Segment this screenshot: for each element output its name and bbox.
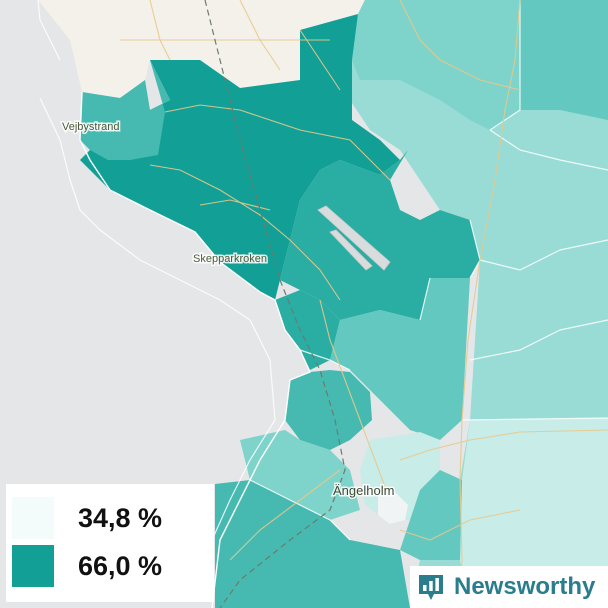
- region-south-mid-2: [285, 370, 372, 450]
- place-label-skepparkroken: Skepparkroken: [193, 253, 267, 265]
- legend-swatch-high: [12, 545, 54, 587]
- land-north: [38, 0, 365, 98]
- region-south-mid-1: [330, 278, 470, 440]
- region-borders: [37, 0, 608, 541]
- airport-runway: [317, 205, 391, 271]
- region-south-west: [215, 480, 410, 608]
- region-south-dark: [275, 290, 340, 370]
- place-label-angelholm: Ängelholm: [333, 483, 394, 498]
- region-south-mid-3: [240, 430, 360, 520]
- brand-logo[interactable]: Newsworthy: [410, 566, 608, 608]
- legend-item-low: 34,8 %: [12, 494, 208, 542]
- region-south-east-mid: [400, 470, 462, 560]
- legend-value-high: 66,0 %: [78, 550, 163, 581]
- region-east-mid: [352, 0, 520, 130]
- region-airport: [280, 150, 480, 320]
- roads: [120, 0, 608, 608]
- place-label-vejbystrand: Vejbystrand: [62, 121, 119, 133]
- railway: [204, 0, 346, 608]
- legend-item-high: 66,0 %: [12, 542, 208, 590]
- region-north-east: [520, 0, 608, 120]
- angelholm-town: [378, 492, 408, 524]
- region-darkest: [80, 14, 400, 300]
- legend-value-low: 34,8 %: [78, 502, 163, 533]
- coast-line: [79, 91, 311, 608]
- bar-chart-pin-icon: [419, 575, 443, 600]
- brand-name: Newsworthy: [454, 573, 596, 600]
- region-east-low: [460, 418, 608, 608]
- region-vejbystrand: [80, 60, 170, 160]
- legend: 34,8 % 66,0 %: [6, 484, 214, 602]
- legend-swatch-low: [12, 497, 54, 539]
